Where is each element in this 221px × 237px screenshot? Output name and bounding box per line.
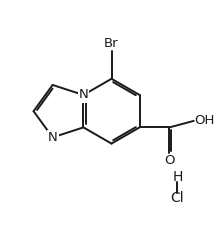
- Text: Cl: Cl: [171, 191, 184, 205]
- Text: N: N: [48, 131, 57, 144]
- Text: Br: Br: [104, 37, 119, 50]
- Text: N: N: [79, 88, 88, 101]
- Text: OH: OH: [195, 114, 215, 128]
- Text: H: H: [172, 170, 183, 184]
- Text: O: O: [164, 154, 175, 167]
